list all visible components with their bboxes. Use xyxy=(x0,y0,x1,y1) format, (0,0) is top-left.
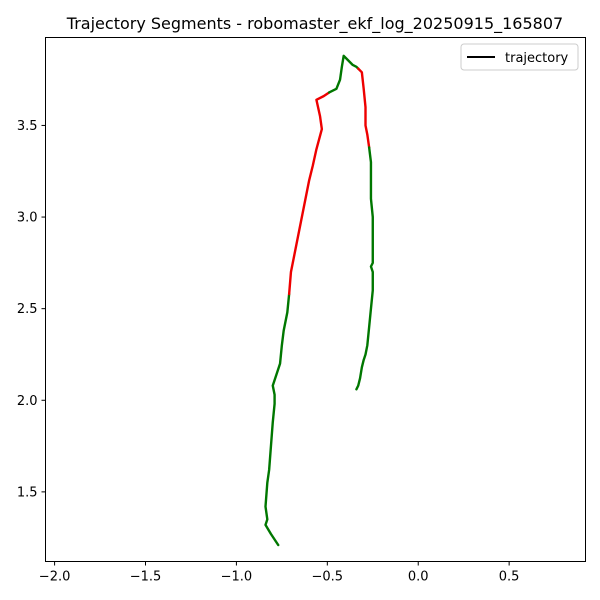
x-tick-label: −2.0 xyxy=(39,570,71,585)
trajectory-segment-5 xyxy=(355,146,374,391)
y-tick-label: 3.5 xyxy=(17,119,38,134)
x-tick-label: −0.5 xyxy=(312,570,344,585)
trajectory-segment-3 xyxy=(327,54,360,94)
legend-label-trajectory: trajectory xyxy=(505,51,569,66)
plot-frame xyxy=(45,37,586,562)
plot-area xyxy=(264,54,374,547)
legend: trajectory xyxy=(460,43,579,71)
y-tick-label: 2.0 xyxy=(17,394,38,409)
legend-box xyxy=(460,43,579,71)
x-tick-label: −1.0 xyxy=(221,570,253,585)
trajectory-segment-1 xyxy=(264,292,291,547)
trajectory-segment-4 xyxy=(357,67,371,149)
y-tick-label: 1.5 xyxy=(17,485,38,500)
x-axis: −2.0 −1.5 −1.0 −0.5 0.0 0.5 xyxy=(39,561,520,585)
x-tick-label: −1.5 xyxy=(130,570,162,585)
chart-title: Trajectory Segments - robomaster_ekf_log… xyxy=(66,14,563,34)
y-tick-label: 2.5 xyxy=(17,302,38,317)
y-axis: 1.5 2.0 2.5 3.0 3.5 xyxy=(17,119,46,500)
trajectory-segment-2 xyxy=(287,91,331,296)
x-tick-label: 0.0 xyxy=(408,570,429,585)
y-tick-label: 3.0 xyxy=(17,211,38,226)
x-tick-label: 0.5 xyxy=(499,570,520,585)
